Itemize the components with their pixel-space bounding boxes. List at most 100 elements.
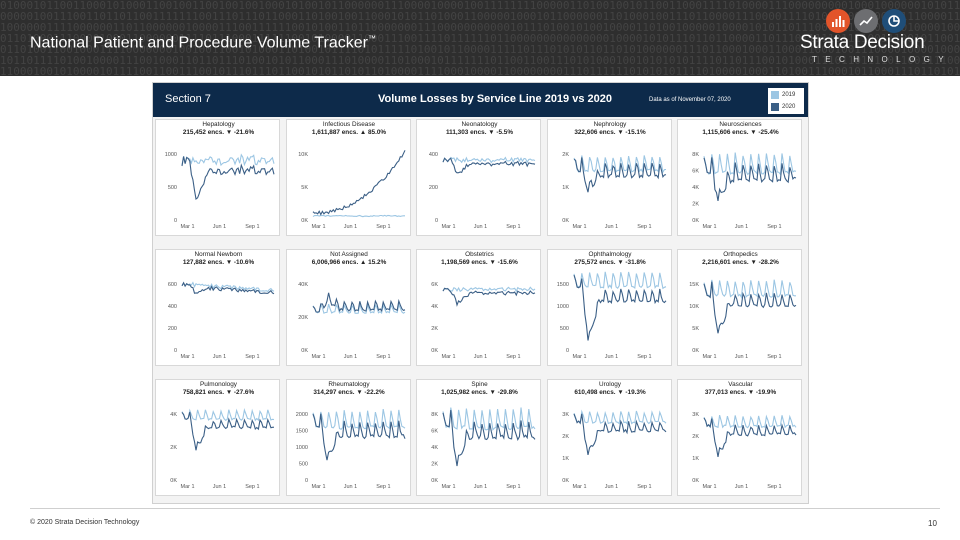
chart-panel: Neurosciences 1,115,606 encs. ▼ -25.4% 0K 2… <box>677 119 802 236</box>
x-tick-label: Sep 1 <box>245 484 259 490</box>
panel-title: Spine <box>471 381 488 388</box>
series-2020-line <box>442 287 536 307</box>
x-tick-label: Mar 1 <box>572 484 586 490</box>
series-2019-line <box>442 407 536 431</box>
panel-stat: 758,821 encs. ▼ -27.6% <box>182 389 255 396</box>
x-tick-label: Sep 1 <box>376 354 390 360</box>
y-tick-label: 8K <box>692 152 699 158</box>
chart-panel: Urology 610,498 encs. ▼ -19.3% 0K 1K 2K 3K Mar… <box>546 379 672 496</box>
x-tick-label: Jun 1 <box>213 354 226 360</box>
series-2020-line <box>572 274 666 341</box>
binary-pattern-background: 0100010110011000101000110010011001001001… <box>0 0 960 76</box>
x-tick-label: Jun 1 <box>604 224 617 230</box>
x-tick-label: Sep 1 <box>506 224 520 230</box>
series-2020-line <box>181 281 275 295</box>
series-2020-line <box>442 409 536 467</box>
panel-chart: 0K 1K 2K 3K Mar 1 Jun 1 Sep 1 <box>562 409 666 490</box>
chart-panel: Spine 1,025,982 encs. ▼ -29.8% 0K 2K 4K 6K 8K M… <box>416 379 541 496</box>
series-2019-line <box>181 153 275 167</box>
panel-chart: 0K 2K 4K Mar 1 Jun 1 Sep 1 <box>170 407 275 490</box>
panel-chart: 0K 1K 2K Mar 1 Jun 1 Sep 1 <box>562 152 666 230</box>
series-2020-line <box>181 412 275 451</box>
series-2020-line <box>442 157 536 174</box>
x-tick-label: Mar 1 <box>441 224 455 230</box>
x-tick-label: Sep 1 <box>245 354 259 360</box>
y-tick-label: 400 <box>429 152 438 158</box>
series-2019-line <box>181 407 275 422</box>
y-tick-label: 4K <box>692 185 699 191</box>
brand-name: Strata Decision <box>800 32 925 53</box>
panel-stat: 127,882 encs. ▼ -10.6% <box>182 259 255 266</box>
panel-chart: 0K 1K 2K 3K Mar 1 Jun 1 Sep 1 <box>692 412 797 490</box>
y-tick-label: 4K <box>431 304 438 310</box>
series-2019-line <box>442 286 536 293</box>
chart-panel: Orthopedics 2,216,601 encs. ▼ -28.2% 0K 5K 1… <box>677 249 802 366</box>
x-tick-label: Mar 1 <box>180 224 194 230</box>
panel-chart: 0K 5K 10K 15K Mar 1 Jun 1 Sep 1 <box>689 279 797 360</box>
x-tick-label: Sep 1 <box>767 484 781 490</box>
panel-title: Obstetrics <box>465 251 494 258</box>
footer-divider <box>30 508 940 509</box>
y-tick-label: 0K <box>692 218 699 224</box>
brand-icons <box>826 9 906 33</box>
y-tick-label: 4K <box>431 445 438 451</box>
y-tick-label: 5K <box>301 185 308 191</box>
brand-tagline: TECHNOLOGY <box>812 55 953 64</box>
series-2020-line <box>312 150 405 216</box>
panel-chart: 0 500 1000 1500 2000 Mar 1 Jun 1 Sep 1 <box>295 408 406 490</box>
y-tick-label: 0K <box>170 478 177 484</box>
series-2020-line <box>311 413 406 461</box>
series-2019-line <box>703 414 797 429</box>
y-tick-label: 1500 <box>556 282 568 288</box>
panel-title: Nephrology <box>593 121 627 128</box>
legend-label: 2019 <box>782 92 796 98</box>
y-tick-label: 15K <box>689 282 699 288</box>
series-2020-line <box>703 281 797 334</box>
y-tick-label: 0 <box>174 348 177 354</box>
data-date-label: Data as of November 07, 2020 <box>649 97 731 103</box>
x-tick-label: Jun 1 <box>735 224 748 230</box>
x-tick-label: Mar 1 <box>180 484 194 490</box>
y-tick-label: 3K <box>562 412 569 418</box>
x-tick-label: Sep 1 <box>376 484 390 490</box>
y-tick-label: 200 <box>429 185 438 191</box>
legend-label: 2020 <box>782 104 796 110</box>
chart-panel: Ophthalmology 275,572 encs. ▼ -31.8% 0 500 1… <box>546 249 672 366</box>
section-label: Section 7 <box>165 93 211 105</box>
panel-stat: 6,006,966 encs. ▲ 15.2% <box>311 259 387 266</box>
series-2019-line <box>572 271 666 290</box>
trademark-mark: ™ <box>367 34 376 43</box>
panel-chart: 0K 20K 40K Mar 1 Jun 1 Sep 1 <box>298 282 405 360</box>
x-tick-label: Jun 1 <box>474 484 487 490</box>
panel-title: Normal Newborn <box>194 251 243 258</box>
x-tick-label: Mar 1 <box>441 354 455 360</box>
panel-chart: 0 200 400 Mar 1 Jun 1 Sep 1 <box>429 152 536 230</box>
panel-stat: 111,303 encs. ▼ -5.5% <box>445 129 514 136</box>
panel-chart: 0K 2K 4K 6K Mar 1 Jun 1 Sep 1 <box>431 282 536 360</box>
x-tick-label: Sep 1 <box>376 224 390 230</box>
panel-chart: 0 500 1000 1500 Mar 1 Jun 1 Sep 1 <box>556 271 666 360</box>
x-tick-label: Mar 1 <box>311 484 325 490</box>
y-tick-label: 600 <box>168 282 177 288</box>
series-2019-line <box>311 408 405 430</box>
panel-title: Neonatology <box>461 121 498 128</box>
y-tick-label: 0K <box>431 478 438 484</box>
x-tick-label: Sep 1 <box>767 224 781 230</box>
chart-panel: Hepatology 215,452 encs. ▼ -21.6% 0 500 1000… <box>155 119 280 236</box>
series-2019-line <box>572 409 666 425</box>
y-tick-label: 2K <box>431 462 438 468</box>
page-title-text: National Patient and Procedure Volume Tr… <box>30 34 368 52</box>
x-tick-label: Mar 1 <box>441 484 455 490</box>
panel-stat: 322,606 encs. ▼ -15.1% <box>574 129 646 136</box>
y-tick-label: 6K <box>431 282 438 288</box>
panel-title: Urology <box>598 381 622 388</box>
panel-stat: 2,216,601 encs. ▼ -28.2% <box>702 259 779 266</box>
x-tick-label: Sep 1 <box>506 484 520 490</box>
legend-swatch <box>771 103 779 111</box>
chart-legend: 2019 2020 <box>768 88 804 114</box>
panel-stat: 610,498 encs. ▼ -19.3% <box>574 389 646 396</box>
y-tick-label: 2K <box>692 202 699 208</box>
y-tick-label: 400 <box>168 304 177 310</box>
panel-stat: 275,572 encs. ▼ -31.8% <box>574 259 646 266</box>
y-tick-label: 1K <box>562 185 569 191</box>
